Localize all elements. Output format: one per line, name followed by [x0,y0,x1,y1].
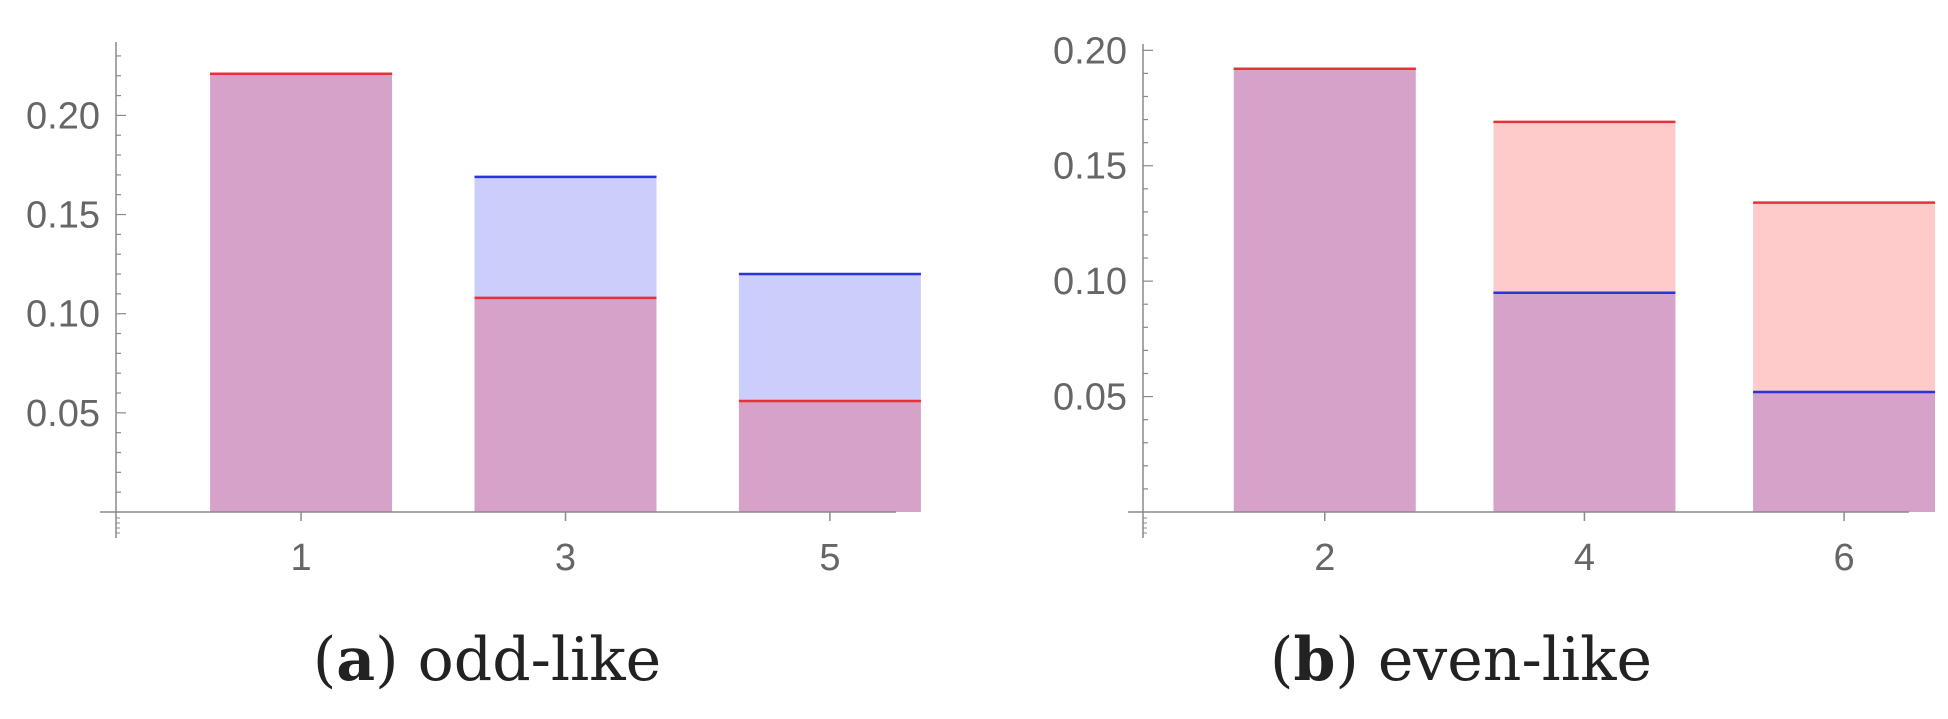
bar-overlap [1753,391,1936,512]
caption-b: (b) even-like [1270,625,1652,695]
y-tick-label: 0.20 [26,95,100,137]
y-tick-label: 0.05 [26,393,100,435]
y-tick-label: 0.05 [1053,377,1127,419]
x-tick-label: 5 [819,537,840,579]
x-tick-label: 6 [1834,537,1855,579]
y-tick-label: 0.15 [1053,146,1127,188]
x-tick-label: 2 [1314,537,1335,579]
caption-letter: a [336,625,376,695]
bar-overlap [1493,292,1676,512]
bar-overlap [1233,68,1416,512]
caption-text: even-like [1377,625,1652,695]
chart-panel-b: 2 4 6 0.05 0.10 0.15 0.20 (b) even-like [974,0,1948,719]
x-tick-label: 4 [1574,537,1595,579]
chart-panel-a: 1 3 5 0.05 0.10 0.15 0.20 (a) odd-like [26,42,921,695]
bar-excess-red [1493,121,1676,293]
bar-excess-red [1753,202,1936,392]
bar-overlap [738,400,921,512]
bar-overlap [210,73,393,512]
bar-excess-blue [474,176,657,298]
y-tick-label: 0.10 [1053,261,1127,303]
x-tick-label: 1 [291,537,312,579]
x-tick-label: 3 [555,537,576,579]
bar-chart-odd-like: 1 3 5 0.05 0.10 0.15 0.20 [26,42,921,579]
y-tick-label: 0.20 [1053,30,1127,72]
bar-chart-even-like: 2 4 6 0.05 0.10 0.15 0.20 [1053,30,1936,579]
bar-excess-blue [738,274,921,401]
caption-a: (a) odd-like [312,625,662,695]
caption-letter: b [1293,625,1336,695]
bar-overlap [474,297,657,512]
y-tick-label: 0.15 [26,195,100,237]
y-tick-label: 0.10 [26,294,100,336]
caption-text: odd-like [417,625,662,695]
